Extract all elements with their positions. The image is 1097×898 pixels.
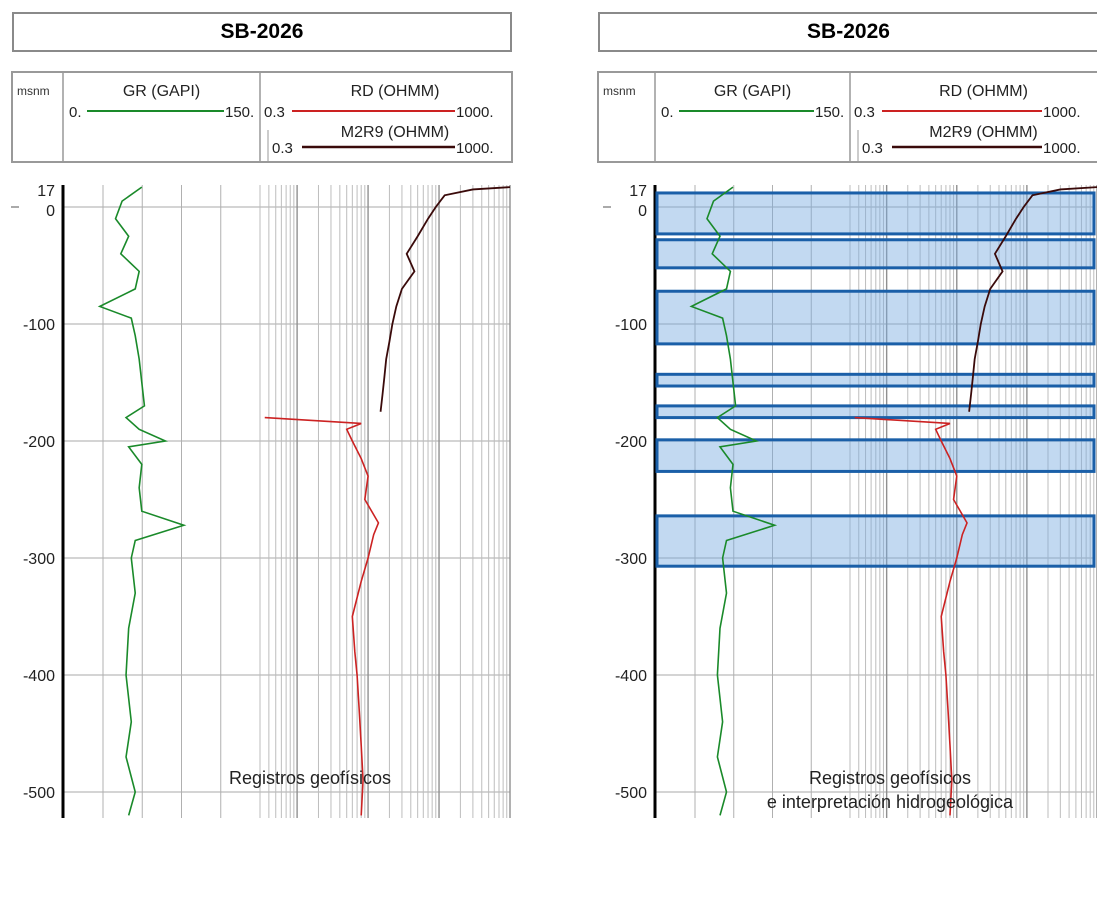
panel-2-caption-line-2: e interpretación hidrogeológica [766,792,1014,812]
panel-2-gr-min: 0. [661,104,674,121]
panel-1-depth-header: msnm [17,84,50,98]
panel-1-gr-curve [97,186,187,816]
panel-2-aquifer-zone-1 [655,191,1096,236]
panel-2-depth-tick-label: -500 [615,785,647,802]
panel-2-caption: Registros geofísicos e interpretación hi… [700,766,1080,814]
panel-2-aquifer-zone-6 [655,438,1096,473]
panel-2-depth-tick-label: 0 [638,203,647,220]
panel-2-depth-tick-label: 17 [629,183,647,200]
panel-2-m2r9-name: M2R9 (OHMM) [929,124,1037,141]
panel-2-aquifer-zone-3 [655,289,1096,346]
panel-1-rd-name: RD (OHMM) [351,83,440,100]
panel-1-depth-tick-label: -200 [23,434,55,451]
panel-1-depth-tick-label: -400 [23,668,55,685]
panel-2-gr-name: GR (GAPI) [714,83,791,100]
panel-1-depth-tick-label: -500 [23,785,55,802]
panel-1-depth-tick-label: -300 [23,551,55,568]
panel-2-aquifer-zone-2 [655,238,1096,270]
panel-1-header-box [11,71,513,163]
panel-2-gr-max: 150. [815,104,844,121]
panel-2-depth-tick-label: -400 [615,668,647,685]
panel-2-m2r9-max: 1000. [1043,140,1081,157]
panel-1-gr-min: 0. [69,104,82,121]
panel-2-gr-curve [689,186,778,816]
panel-2-header-box [597,71,1097,163]
panel-1-m2r9-curve [379,186,511,412]
panel-1-gr-name: GR (GAPI) [123,83,200,100]
panel-1-caption-line-1: Registros geofísicos [228,768,392,788]
panel-2-depth-tick-label: -100 [615,317,647,334]
panel-1-gr-max: 150. [225,104,254,121]
panel-2-rd-min: 0.3 [854,104,875,121]
panel-1-m2r9-max: 1000. [456,140,494,157]
panel-2-aquifer-zone-5 [655,404,1096,420]
panel-2-rd-max: 1000. [1043,104,1081,121]
panel-1-caption: Registros geofísicos [150,766,470,790]
panel-1-m2r9-name: M2R9 (OHMM) [341,124,449,141]
panel-2-m2r9-curve [968,186,1097,412]
panel-2-aquifer-zone-7 [655,514,1096,568]
panel-1-rd-min: 0.3 [264,104,285,121]
panel-1-title: SB-2026 [12,12,512,52]
panel-2-rd-curve [854,416,968,816]
panel-2-depth-header: msnm [603,84,636,98]
panel-1-m2r9-min: 0.3 [272,140,293,157]
panel-1-rd-max: 1000. [456,104,494,121]
panel-2-aquifer-zone-4 [655,372,1096,388]
panel-2-title: SB-2026 [598,12,1097,52]
panel-2-depth-tick-label: -300 [615,551,647,568]
panel-1-depth-tick-label: 17 [37,183,55,200]
panel-1-rd-curve [264,416,380,816]
panel-2-depth-tick-label: -200 [615,434,647,451]
panel-1-depth-tick-label: 0 [46,203,55,220]
panel-2-caption-line-1: Registros geofísicos [808,768,972,788]
panel-2-rd-name: RD (OHMM) [939,83,1028,100]
panel-2-m2r9-min: 0.3 [862,140,883,157]
panel-1-depth-tick-label: -100 [23,317,55,334]
